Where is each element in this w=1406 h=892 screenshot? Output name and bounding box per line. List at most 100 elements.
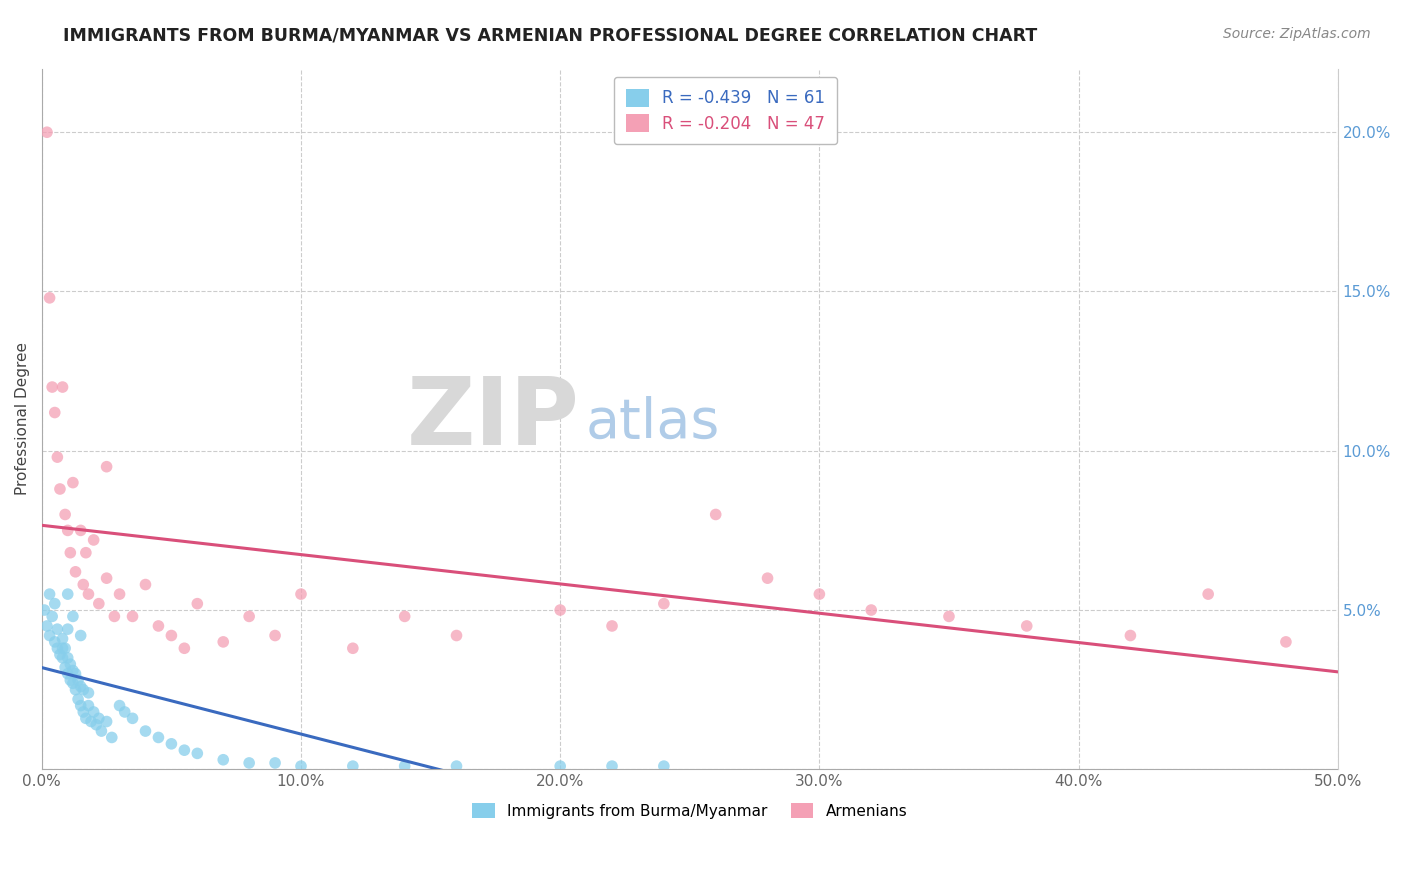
Point [704, 508, 727, 522]
Point [600, 759, 623, 773]
Point [938, 609, 960, 624]
Point [652, 597, 675, 611]
Legend: Immigrants from Burma/Myanmar, Armenians: Immigrants from Burma/Myanmar, Armenians [465, 797, 914, 825]
Point [160, 628, 183, 642]
Point [600, 619, 623, 633]
Point [96, 459, 118, 474]
Point [62, 609, 84, 624]
Point [59, 673, 82, 687]
Point [53, 660, 76, 674]
Point [87, 597, 110, 611]
Point [67, 673, 90, 687]
Point [62, 676, 84, 690]
Point [160, 737, 183, 751]
Point [394, 609, 416, 624]
Point [34, 603, 56, 617]
Point [134, 577, 156, 591]
Point [446, 759, 468, 773]
Point [35, 619, 58, 633]
Point [290, 759, 312, 773]
Text: Source: ZipAtlas.com: Source: ZipAtlas.com [1223, 27, 1371, 41]
Point [548, 759, 571, 773]
Text: atlas: atlas [586, 395, 720, 450]
Point [101, 731, 124, 745]
Point [108, 698, 131, 713]
Point [90, 724, 112, 739]
Point [290, 587, 312, 601]
Point [446, 628, 468, 642]
Point [69, 680, 91, 694]
Point [46, 622, 69, 636]
Point [38, 628, 60, 642]
Point [56, 622, 79, 636]
Text: IMMIGRANTS FROM BURMA/MYANMAR VS ARMENIAN PROFESSIONAL DEGREE CORRELATION CHART: IMMIGRANTS FROM BURMA/MYANMAR VS ARMENIA… [63, 27, 1038, 45]
Point [808, 587, 831, 601]
Point [77, 587, 100, 601]
Point [51, 650, 73, 665]
Point [65, 565, 87, 579]
Point [394, 759, 416, 773]
Point [41, 609, 63, 624]
Point [652, 759, 675, 773]
Point [69, 524, 91, 538]
Point [72, 705, 94, 719]
Point [69, 698, 91, 713]
Point [756, 571, 779, 585]
Point [186, 597, 208, 611]
Point [77, 698, 100, 713]
Point [173, 641, 195, 656]
Point [56, 587, 79, 601]
Point [46, 450, 69, 464]
Point [134, 724, 156, 739]
Point [264, 756, 287, 770]
Point [38, 291, 60, 305]
Point [56, 524, 79, 538]
Point [69, 628, 91, 642]
Point [56, 666, 79, 681]
Point [148, 619, 170, 633]
Point [264, 628, 287, 642]
Point [56, 650, 79, 665]
Point [1275, 635, 1298, 649]
Point [114, 705, 136, 719]
Point [53, 641, 76, 656]
Point [44, 635, 66, 649]
Point [96, 714, 118, 729]
Point [38, 587, 60, 601]
Point [1015, 619, 1038, 633]
Text: ZIP: ZIP [406, 373, 579, 465]
Point [83, 705, 105, 719]
Point [548, 603, 571, 617]
Point [103, 609, 125, 624]
Point [51, 380, 73, 394]
Point [108, 587, 131, 601]
Point [1119, 628, 1142, 642]
Point [77, 686, 100, 700]
Point [87, 711, 110, 725]
Point [67, 692, 90, 706]
Point [72, 577, 94, 591]
Point [80, 714, 103, 729]
Point [75, 546, 97, 560]
Point [72, 682, 94, 697]
Point [53, 508, 76, 522]
Point [84, 717, 107, 731]
Point [49, 648, 72, 662]
Point [186, 747, 208, 761]
Point [51, 632, 73, 646]
Point [44, 405, 66, 419]
Point [1197, 587, 1219, 601]
Point [860, 603, 883, 617]
Point [46, 641, 69, 656]
Point [121, 609, 143, 624]
Point [83, 533, 105, 547]
Point [49, 482, 72, 496]
Point [62, 664, 84, 678]
Point [65, 682, 87, 697]
Point [59, 546, 82, 560]
Point [35, 125, 58, 139]
Point [342, 759, 364, 773]
Point [238, 609, 260, 624]
Point [212, 635, 235, 649]
Point [342, 641, 364, 656]
